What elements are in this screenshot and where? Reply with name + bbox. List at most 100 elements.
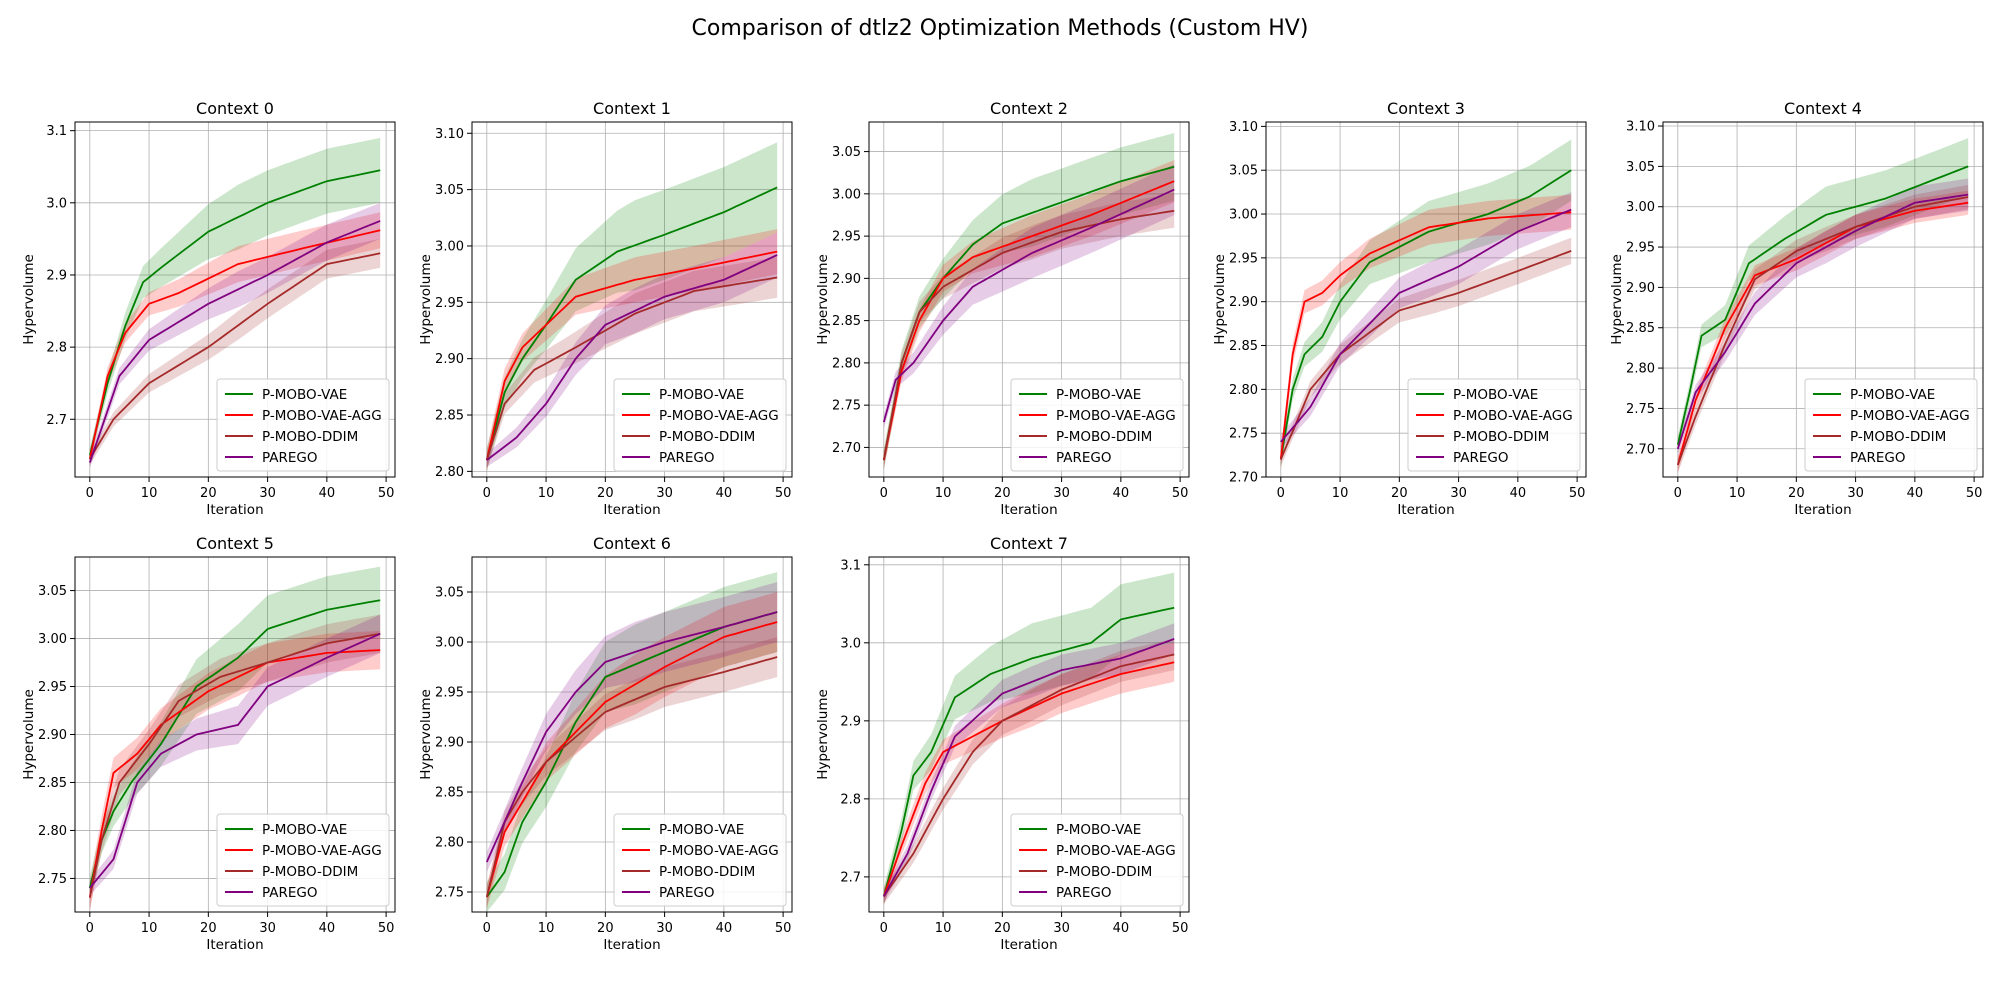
chart-2-xtick-label-1: 10 <box>935 486 952 501</box>
chart-5-plot <box>88 566 381 912</box>
chart-1-plot <box>485 142 778 472</box>
chart-1-title: Context 1 <box>593 99 671 118</box>
chart-1-band-1 <box>486 229 778 472</box>
chart-4-frame <box>1662 121 1984 478</box>
chart-4-xlabel: Iteration <box>1794 502 1851 518</box>
chart-3-xtick-label-5: 50 <box>1569 486 1586 501</box>
chart-3-xlabel: Iteration <box>1397 502 1454 518</box>
chart-5-ytick-label-6: 3.05 <box>38 584 67 599</box>
chart-5-ytick-label-3: 2.90 <box>38 728 67 743</box>
chart-5-xtick-label-1: 10 <box>141 921 158 936</box>
chart-3-legend-label-0: P-MOBO-VAE <box>1453 387 1538 403</box>
chart-4-ytick-label-6: 3.00 <box>1626 200 1655 215</box>
chart-6-legend-label-3: PAREGO <box>659 885 715 901</box>
chart-1-line-0 <box>485 186 778 461</box>
chart-3-band-3 <box>1280 192 1572 449</box>
chart-5-ytick-label-4: 2.95 <box>38 680 67 695</box>
chart-6-ytick-label-0: 2.75 <box>435 886 464 901</box>
chart-2-line-2 <box>882 209 1175 461</box>
chart-7-ytick-label-4: 3.1 <box>840 558 861 573</box>
chart-2-ytick-label-2: 2.80 <box>832 356 861 371</box>
chart-4-xtick-label-5: 50 <box>1966 486 1983 501</box>
chart-0-xtick-label-1: 10 <box>141 486 158 501</box>
chart-0-ytick-label-3: 3.0 <box>46 196 67 211</box>
chart-5-band-1 <box>89 630 381 912</box>
chart-3-band-0 <box>1280 139 1572 469</box>
chart-3-line-3 <box>1280 208 1572 443</box>
chart-2-ylabel: Hypervolume <box>815 254 831 345</box>
chart-0-ytick-label-0: 2.7 <box>46 413 67 428</box>
chart-6-xtick-label-0: 0 <box>483 921 491 936</box>
chart-0-ytick-label-4: 3.1 <box>46 124 67 139</box>
chart-3-xtick-label-1: 10 <box>1332 486 1349 501</box>
chart-7-legend-label-1: P-MOBO-VAE-AGG <box>1056 843 1176 859</box>
chart-2-band-1 <box>883 160 1175 469</box>
chart-2-frame <box>868 121 1190 478</box>
chart-1-band-3 <box>486 232 778 467</box>
chart-6-xlabel: Iteration <box>603 937 660 953</box>
chart-0-xlabel: Iteration <box>206 502 263 518</box>
chart-5-legend: P-MOBO-VAE P-MOBO-VAE-AGG P-MOBO-DDIM PAREG… <box>216 813 390 907</box>
chart-1-frame <box>471 121 793 478</box>
chart-3: 0 10 20 30 40 50 2.70 2.75 2.80 2.85 2.90 2.95 3.00 3… <box>1212 99 1587 518</box>
chart-2-title: Context 2 <box>990 99 1068 118</box>
chart-5-band-2 <box>89 614 381 910</box>
chart-1-line-2 <box>485 276 778 461</box>
chart-5-legend-box <box>216 813 390 907</box>
chart-4-legend: P-MOBO-VAE P-MOBO-VAE-AGG P-MOBO-DDIM PAREG… <box>1804 378 1978 472</box>
chart-6-band-2 <box>486 637 778 907</box>
chart-3-ytick-label-5: 2.95 <box>1229 251 1258 266</box>
chart-1-ytick-label-0: 2.80 <box>435 465 464 480</box>
chart-5-line-0 <box>88 599 381 889</box>
chart-0-band-3 <box>89 202 381 469</box>
chart-6-plot <box>485 572 778 912</box>
chart-5: 0 10 20 30 40 50 2.75 2.80 2.85 2.90 2.95 3.00 3.05 C… <box>21 534 396 953</box>
chart-2-ytick-label-7: 3.05 <box>832 145 861 160</box>
chart-3-legend: P-MOBO-VAE P-MOBO-VAE-AGG P-MOBO-DDIM PAREG… <box>1407 378 1581 472</box>
chart-4-xtick-label-1: 10 <box>1729 486 1746 501</box>
chart-0-xtick-label-5: 50 <box>378 486 395 501</box>
chart-0-line-1 <box>88 229 381 460</box>
chart-1-xtick-label-5: 50 <box>775 486 792 501</box>
chart-0-ytick-label-2: 2.9 <box>46 268 67 283</box>
chart-5-xtick-label-0: 0 <box>86 921 94 936</box>
chart-3-legend-box <box>1407 378 1581 472</box>
chart-7-line-0 <box>882 606 1175 897</box>
chart-5-line-2 <box>88 632 381 898</box>
chart-1-legend-label-1: P-MOBO-VAE-AGG <box>659 408 779 424</box>
chart-3-line-1 <box>1279 211 1572 460</box>
chart-2-ytick-label-4: 2.90 <box>832 272 861 287</box>
chart-1-xtick-label-4: 40 <box>716 486 733 501</box>
chart-2-legend-label-1: P-MOBO-VAE-AGG <box>1056 408 1176 424</box>
chart-7-band-3 <box>883 623 1175 903</box>
chart-6-line-2 <box>485 656 778 898</box>
chart-6-ytick-label-1: 2.80 <box>435 836 464 851</box>
chart-7-ylabel: Hypervolume <box>815 689 831 780</box>
chart-3-legend-label-1: P-MOBO-VAE-AGG <box>1453 408 1573 424</box>
chart-0-line-3 <box>88 220 381 463</box>
chart-6-ytick-label-4: 2.95 <box>435 686 464 701</box>
chart-1-ytick-label-4: 3.00 <box>435 239 464 254</box>
chart-4-ytick-label-5: 2.95 <box>1626 241 1655 256</box>
chart-6-legend-label-0: P-MOBO-VAE <box>659 822 744 838</box>
chart-6-band-0 <box>486 572 778 912</box>
chart-4-legend-label-1: P-MOBO-VAE-AGG <box>1850 408 1970 424</box>
chart-3-ytick-label-0: 2.70 <box>1229 471 1258 486</box>
chart-1-ytick-label-5: 3.05 <box>435 183 464 198</box>
chart-3-legend-label-2: P-MOBO-DDIM <box>1453 429 1549 445</box>
chart-2-xtick-label-2: 20 <box>994 486 1011 501</box>
chart-4-title: Context 4 <box>1784 99 1862 118</box>
chart-7-title: Context 7 <box>990 534 1068 553</box>
chart-7-frame <box>868 556 1190 913</box>
chart-6-xtick-label-3: 30 <box>656 921 673 936</box>
chart-2-xtick-label-0: 0 <box>880 486 888 501</box>
chart-7-xtick-label-1: 10 <box>935 921 952 936</box>
chart-4-ytick-label-4: 2.90 <box>1626 281 1655 296</box>
chart-0-frame <box>74 121 396 478</box>
chart-4-legend-label-2: P-MOBO-DDIM <box>1850 429 1946 445</box>
chart-4-xtick-label-0: 0 <box>1674 486 1682 501</box>
chart-6-line-1 <box>485 621 778 898</box>
chart-0-xtick-label-4: 40 <box>319 486 336 501</box>
chart-1-ytick-label-3: 2.95 <box>435 296 464 311</box>
